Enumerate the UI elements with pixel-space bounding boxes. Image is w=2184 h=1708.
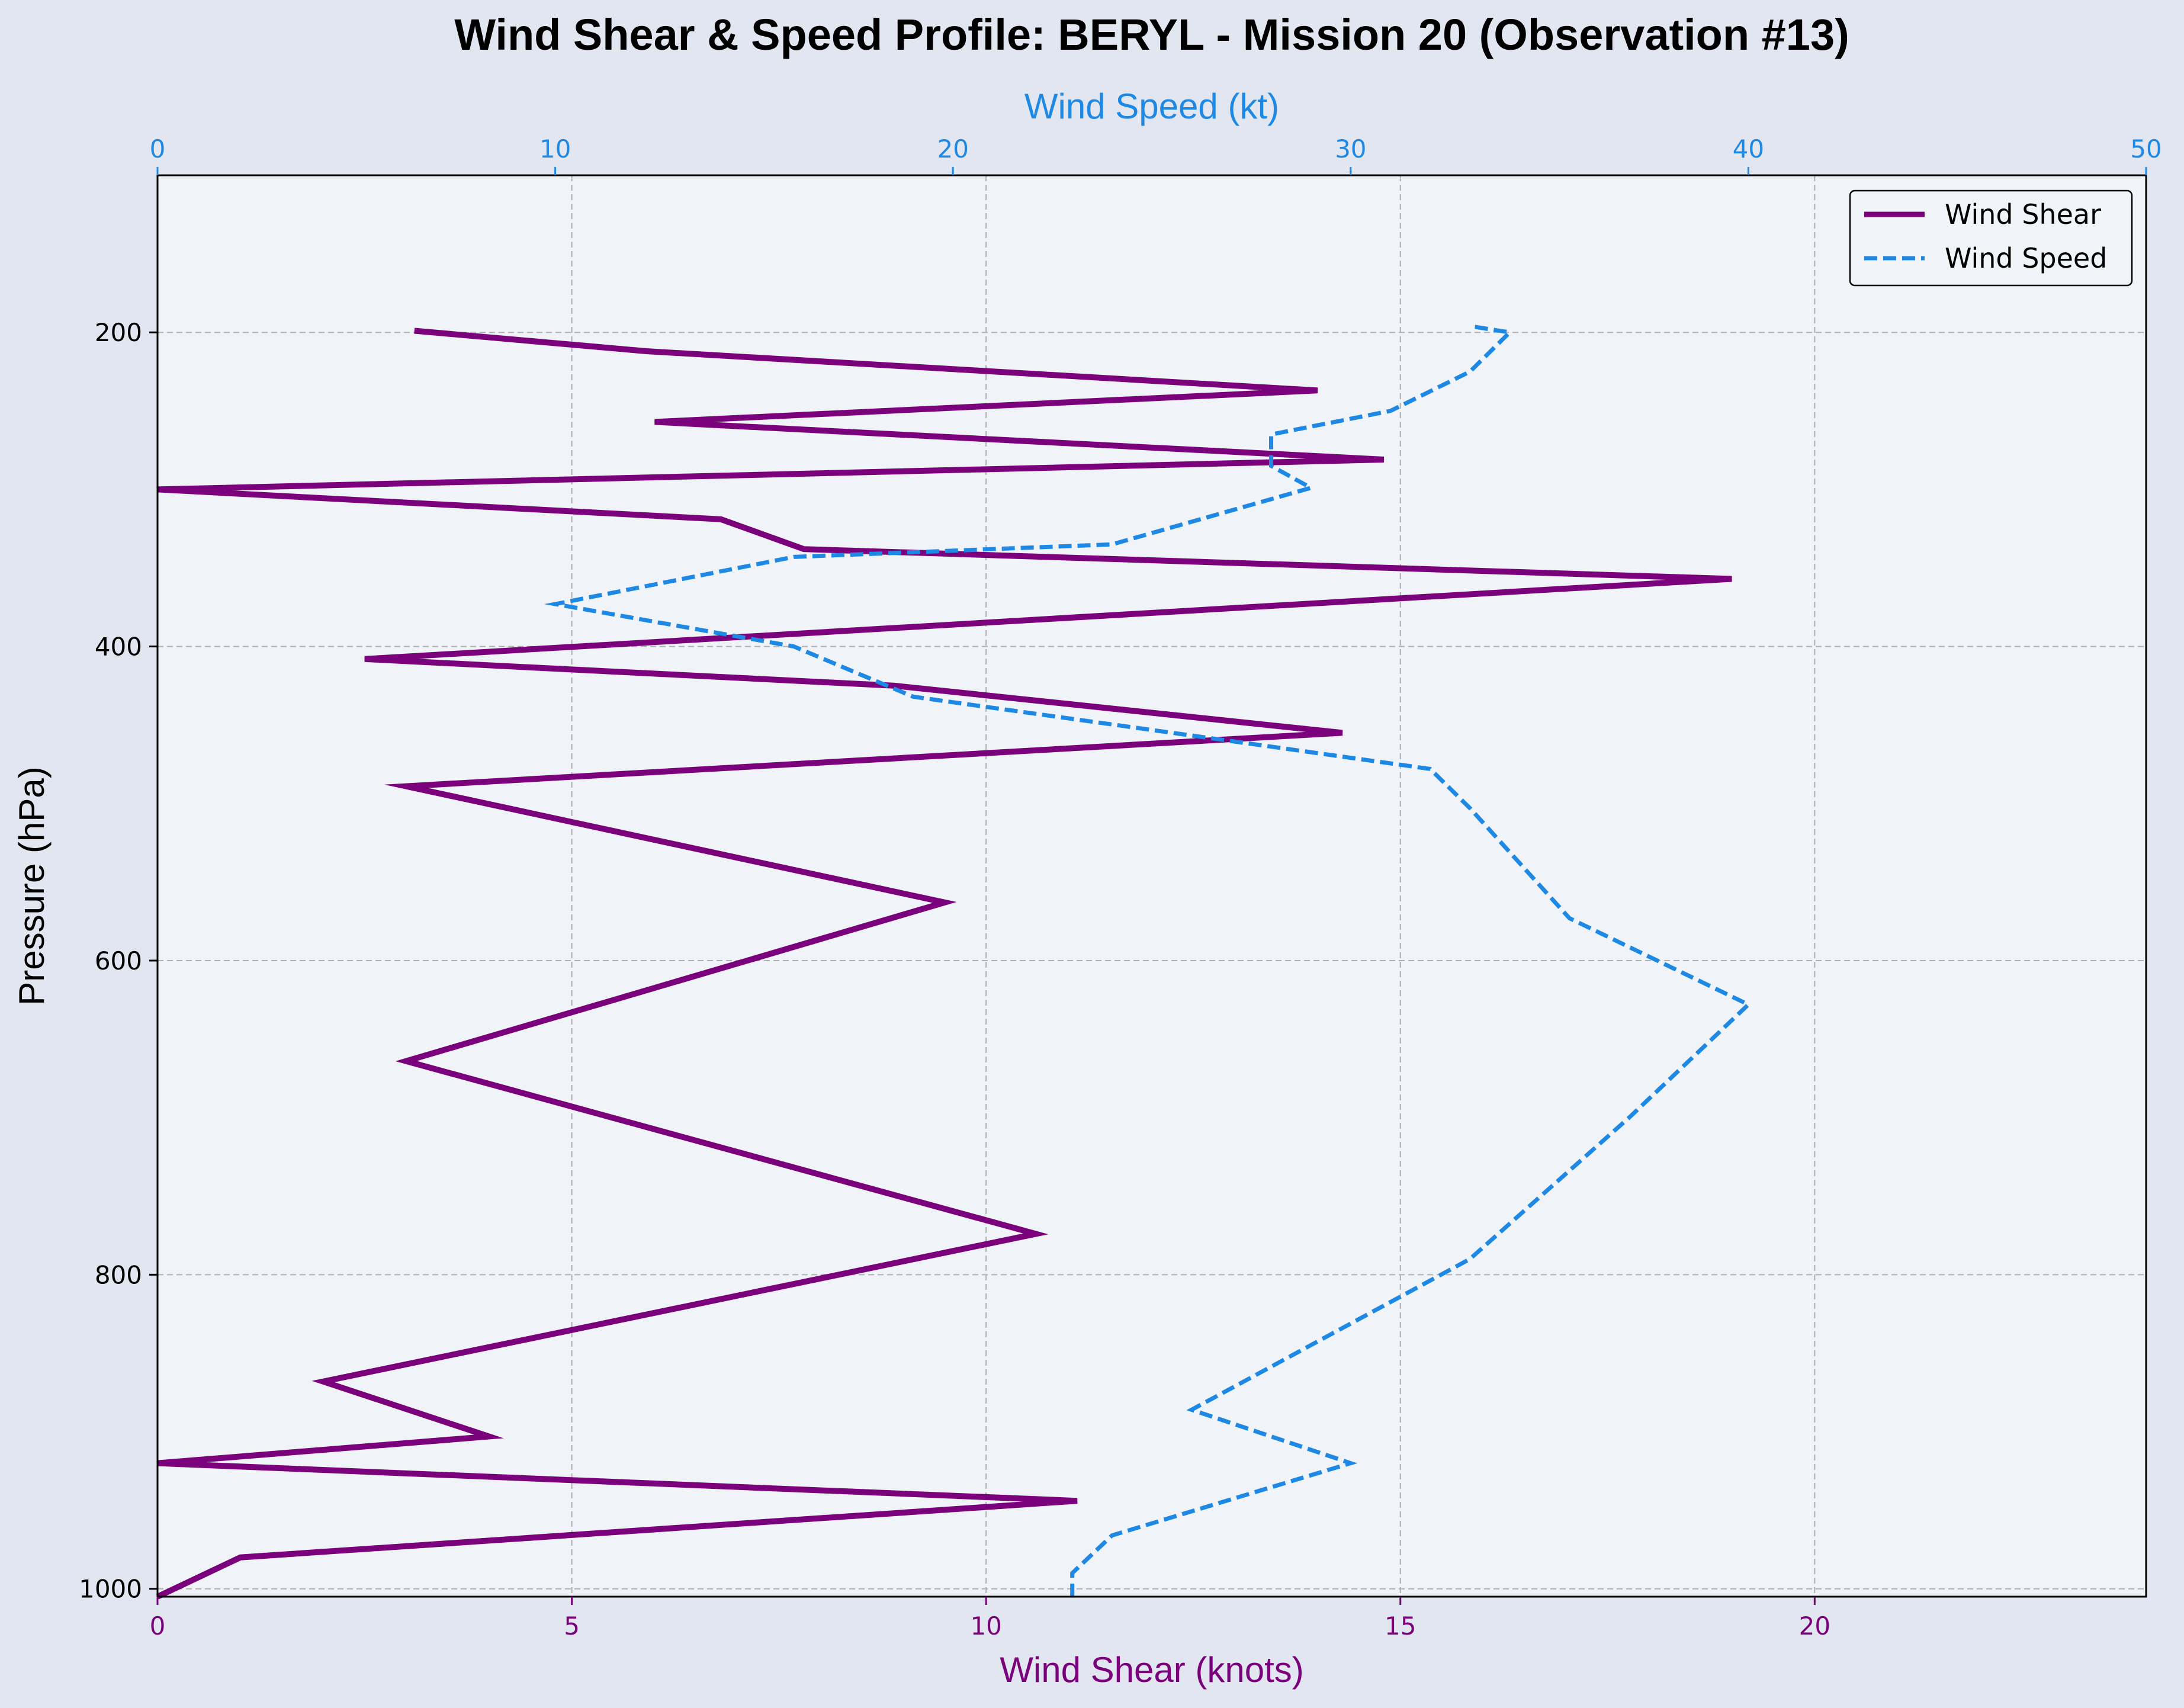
x-bottom-tick-label: 15 <box>1385 1611 1416 1640</box>
x-top-tick-label: 10 <box>539 134 571 163</box>
x-bottom-tick-label: 5 <box>564 1611 580 1640</box>
y-axis-label: Pressure (hPa) <box>12 766 52 1005</box>
x-bottom-axis-label: Wind Shear (knots) <box>1000 1650 1304 1690</box>
x-top-tick-label: 40 <box>1733 134 1764 163</box>
series-line-wind-speed <box>544 324 1752 1597</box>
x-bottom-tick-label: 0 <box>150 1611 166 1640</box>
x-top-tick-label: 50 <box>2130 134 2161 163</box>
legend: Wind Shear Wind Speed <box>1849 190 2133 287</box>
series-line-wind-shear <box>156 328 1732 1600</box>
x-bottom-tick-label: 10 <box>970 1611 1001 1640</box>
y-tick-label: 600 <box>95 946 142 975</box>
x-top-tick-label: 30 <box>1335 134 1366 163</box>
y-tick-label: 1000 <box>79 1575 142 1604</box>
y-tick-label: 800 <box>95 1260 142 1289</box>
x-bottom-tick-label: 20 <box>1799 1611 1830 1640</box>
legend-label-wind-shear: Wind Shear <box>1945 198 2101 230</box>
y-tick-label: 200 <box>95 318 142 347</box>
x-top-tick-label: 0 <box>150 134 166 163</box>
chart-title: Wind Shear & Speed Profile: BERYL - Miss… <box>454 10 1849 59</box>
legend-label-wind-speed: Wind Speed <box>1945 242 2107 274</box>
series-layer <box>156 324 1752 1600</box>
plot-frame <box>156 174 2147 1598</box>
y-tick-label: 400 <box>95 633 142 662</box>
plot-area <box>158 175 2146 1597</box>
x-top-tick-label: 20 <box>937 134 968 163</box>
x-top-axis-label: Wind Speed (kt) <box>1024 86 1279 126</box>
